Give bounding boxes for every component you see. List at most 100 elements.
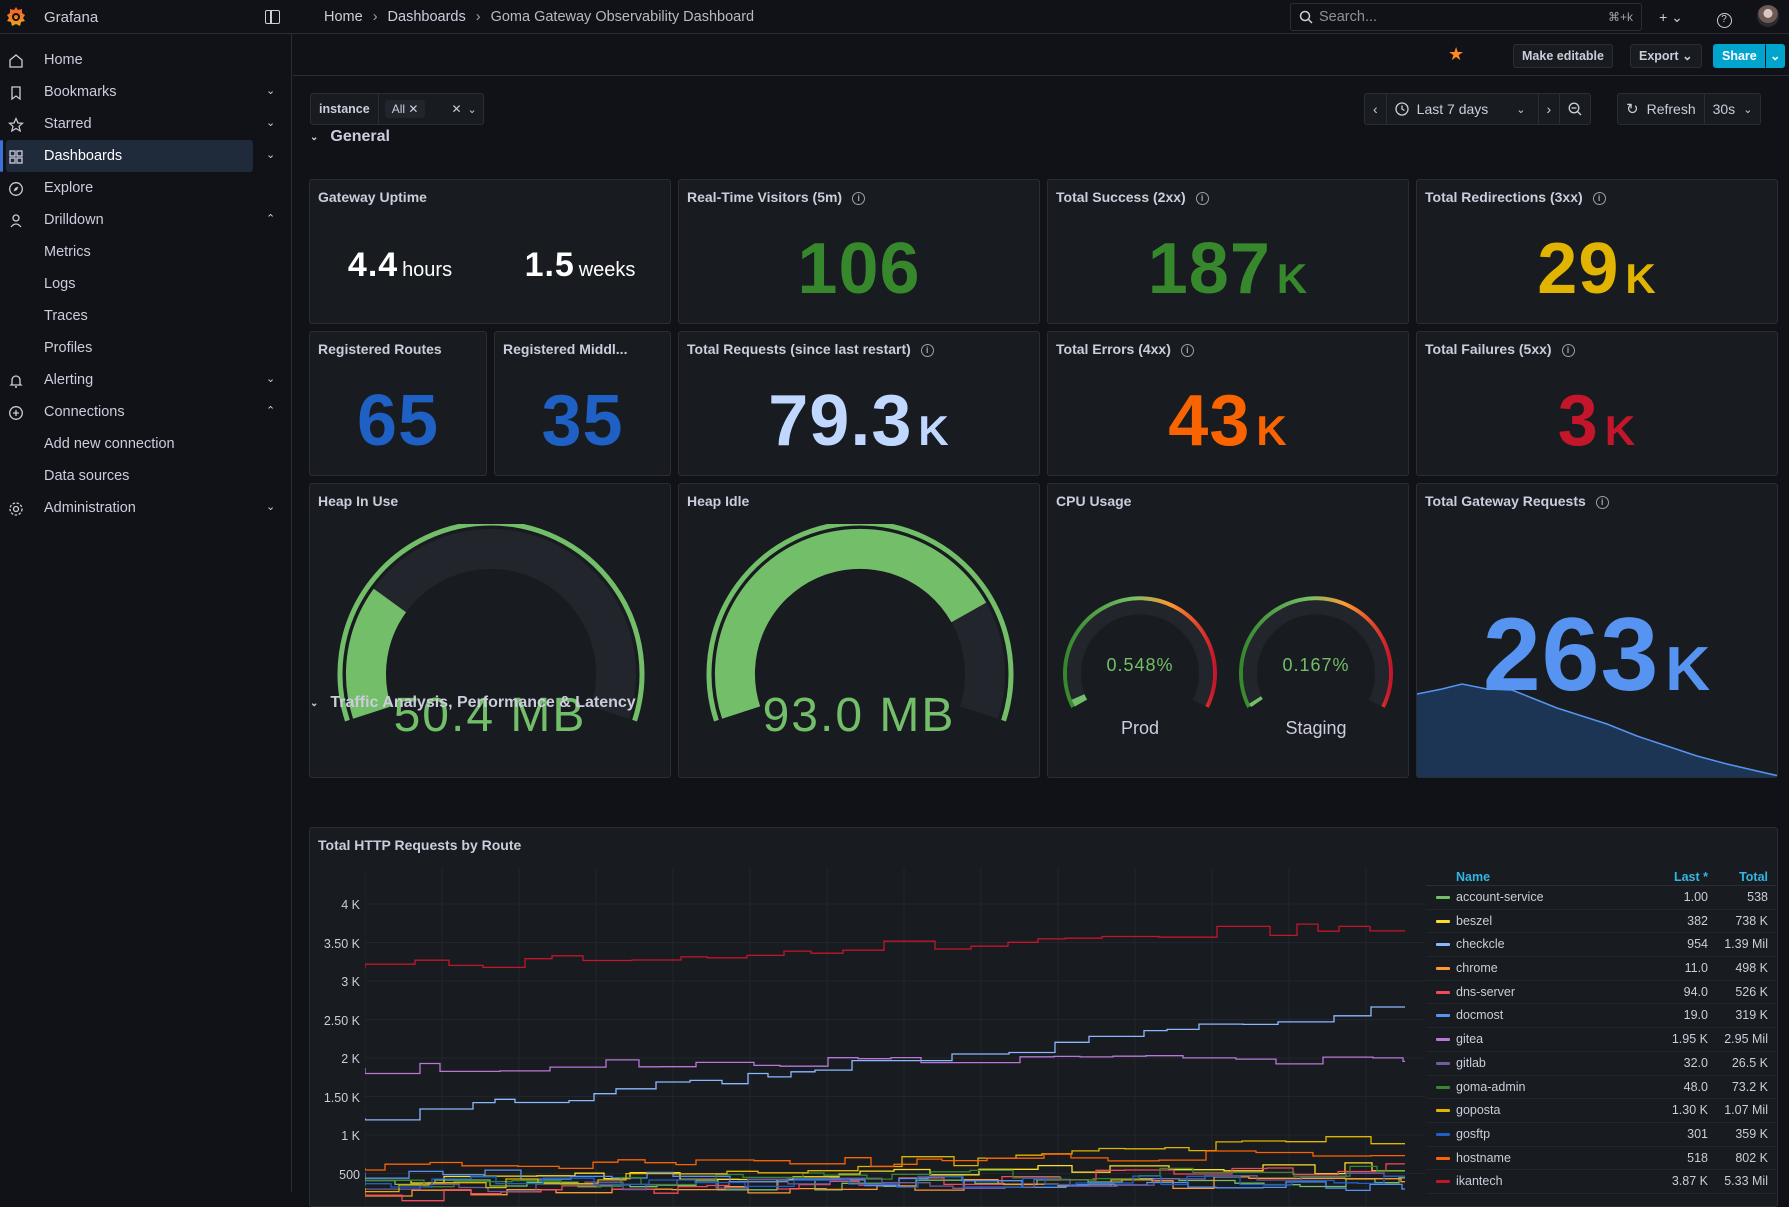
panel-cpu-usage[interactable]: CPU Usage 0.548% Prod 0.167% Staging [1047, 483, 1409, 778]
breadcrumb-home[interactable]: Home [324, 9, 363, 25]
legend-row[interactable]: gitea 1.95 K 2.95 Mil [1426, 1028, 1776, 1052]
variable-select[interactable]: All ✕ ✕ ⌄ [379, 94, 483, 124]
user-avatar[interactable] [1757, 5, 1779, 27]
sidebar-subitem-profiles[interactable]: Profiles [44, 340, 93, 356]
legend-header-name[interactable]: Name [1456, 870, 1491, 884]
legend-row[interactable]: ikantech 3.87 K 5.33 Mil [1426, 1170, 1776, 1194]
search-input[interactable]: Search... ⌘+k [1290, 3, 1642, 31]
favorite-star-icon[interactable]: ★ [1448, 44, 1465, 64]
chevron-down-icon[interactable]: ⌄ [266, 85, 276, 97]
sidebar-item-label: Explore [44, 180, 94, 196]
help-icon[interactable]: ? [1716, 7, 1732, 28]
breadcrumb-dashboards[interactable]: Dashboards [387, 9, 466, 25]
refresh-interval-select[interactable]: 30s ⌄ [1705, 94, 1761, 124]
variable-instance: instance All ✕ ✕ ⌄ [310, 93, 484, 125]
panel-title: Total Errors (4xx) i [1056, 341, 1194, 357]
panel-registered-middlewares[interactable]: Registered Middl... 35 [494, 331, 671, 476]
time-forward-icon[interactable]: › [1539, 94, 1561, 124]
share-button[interactable]: Share [1713, 44, 1766, 68]
panel-realtime-visitors[interactable]: Real-Time Visitors (5m) i 106 [678, 179, 1040, 324]
panel-total-errors[interactable]: Total Errors (4xx) i 43 K [1047, 331, 1409, 476]
grafana-logo-icon[interactable] [4, 5, 28, 29]
y-tick-label: 2 K [341, 1052, 360, 1066]
panel-registered-routes[interactable]: Registered Routes 65 [309, 331, 487, 476]
chevron-down-icon[interactable]: ⌄ [266, 501, 276, 513]
time-range-label: Last 7 days [1416, 101, 1489, 117]
sidebar-item-alerting[interactable]: Alerting ⌄ [0, 364, 292, 396]
legend-row[interactable]: beszel 382 738 K [1426, 910, 1776, 934]
panel-title-text: Total Gateway Requests [1425, 493, 1586, 509]
sidebar-subitem-traces[interactable]: Traces [44, 308, 88, 324]
time-range-select[interactable]: Last 7 days ⌄ [1387, 94, 1539, 124]
info-icon[interactable]: i [852, 192, 866, 205]
row-general[interactable]: ⌄ General [310, 128, 390, 146]
chip-remove-icon[interactable]: ✕ [408, 102, 419, 116]
export-button[interactable]: Export ⌄ [1630, 44, 1702, 68]
sidebar-subitem-data-sources[interactable]: Data sources [44, 468, 130, 484]
legend-row[interactable]: goma-admin 48.0 73.2 K [1426, 1076, 1776, 1100]
sidebar-item-drilldown[interactable]: Drilldown ⌃ [0, 204, 292, 236]
heap-idle-gauge [706, 524, 1014, 722]
row-traffic[interactable]: ⌄ Traffic Analysis, Performance & Latenc… [310, 694, 636, 712]
sidebar-subitem-logs[interactable]: Logs [44, 276, 76, 292]
sidebar-item-starred[interactable]: Starred ⌄ [0, 108, 292, 140]
panel-heap-idle[interactable]: Heap Idle 93.0 MB [678, 483, 1040, 778]
make-editable-button[interactable]: Make editable [1513, 44, 1613, 68]
chevron-down-icon[interactable]: ⌄ [266, 117, 276, 129]
info-icon[interactable]: i [1595, 496, 1609, 509]
time-back-icon[interactable]: ‹ [1365, 94, 1387, 124]
legend-row[interactable]: account-service 1.00 538 [1426, 886, 1776, 910]
panel-heap-in-use[interactable]: Heap In Use 50.4 MB [309, 483, 671, 778]
info-icon[interactable]: i [1195, 192, 1209, 205]
sidebar-item-connections[interactable]: Connections ⌃ [0, 396, 292, 428]
legend-row[interactable]: goposta 1.30 K 1.07 Mil [1426, 1099, 1776, 1123]
info-icon[interactable]: i [1180, 344, 1194, 357]
info-icon[interactable]: i [1561, 344, 1575, 357]
legend-row[interactable]: chrome 11.0 498 K [1426, 957, 1776, 981]
legend-row[interactable]: docmost 19.0 319 K [1426, 1004, 1776, 1029]
panel-total-gateway-requests[interactable]: Total Gateway Requests i 263K [1416, 483, 1778, 778]
legend-row[interactable]: hostname 518 802 K [1426, 1147, 1776, 1171]
zoom-out-icon[interactable] [1560, 94, 1590, 124]
sidebar-item-home[interactable]: Home [0, 44, 292, 76]
panel-total-requests[interactable]: Total Requests (since last restart) i 79.… [678, 331, 1040, 476]
chevron-up-icon[interactable]: ⌃ [266, 213, 276, 225]
sidebar-subitem-add-connection[interactable]: Add new connection [44, 436, 175, 452]
panel-http-requests-by-route[interactable]: Total HTTP Requests by Route 4 K 3.50 K 3 … [309, 827, 1778, 1207]
legend-row[interactable]: dns-server 94.0 526 K [1426, 981, 1776, 1005]
panel-total-redirections[interactable]: Total Redirections (3xx) i 29 K [1416, 179, 1778, 324]
search-icon [1299, 10, 1313, 24]
info-icon[interactable]: i [920, 344, 934, 357]
legend-row[interactable]: gosftp 301 359 K [1426, 1123, 1776, 1147]
chevron-down-icon[interactable]: ⌄ [266, 149, 276, 161]
clear-icon[interactable]: ✕ [451, 102, 462, 116]
sidebar-item-bookmarks[interactable]: Bookmarks ⌄ [0, 76, 292, 108]
legend-header-total[interactable]: Total [1739, 870, 1768, 884]
legend-row[interactable]: gitlab 32.0 26.5 K [1426, 1052, 1776, 1076]
variable-label: instance [311, 94, 379, 124]
sidebar-item-explore[interactable]: Explore [0, 172, 292, 204]
add-new-icon[interactable]: + ⌄ [1659, 9, 1683, 25]
sidebar-subitem-metrics[interactable]: Metrics [44, 244, 91, 260]
legend-header-last[interactable]: Last * [1673, 870, 1708, 884]
chevron-up-icon[interactable]: ⌃ [266, 405, 276, 417]
legend-series-total: 802 K [1735, 1150, 1768, 1165]
chevron-down-icon[interactable]: ⌄ [266, 373, 276, 385]
panel-title-text: Real-Time Visitors (5m) [687, 189, 843, 205]
variable-chip[interactable]: All ✕ [384, 100, 426, 118]
info-icon[interactable]: i [1592, 192, 1606, 205]
panel-total-success[interactable]: Total Success (2xx) i 187 K [1047, 179, 1409, 324]
refresh-button[interactable]: ↻ Refresh [1618, 94, 1705, 124]
sidebar-item-administration[interactable]: Administration ⌄ [0, 492, 292, 524]
dock-menu-icon[interactable] [265, 10, 280, 24]
sidebar-item-dashboards[interactable]: Dashboards ⌄ [0, 140, 275, 172]
chevron-down-icon[interactable]: ⌄ [467, 103, 477, 116]
cpu-prod-value: 0.548% [1106, 655, 1174, 675]
legend-series-total: 2.95 Mil [1724, 1032, 1768, 1047]
panel-gateway-uptime[interactable]: Gateway Uptime 4.4 hours 1.5 weeks [309, 179, 671, 324]
legend-row[interactable]: checkcle 954 1.39 Mil [1426, 933, 1776, 958]
share-dropdown-icon[interactable]: ⌄ [1765, 44, 1785, 68]
legend-series-name: dns-server [1456, 984, 1516, 999]
dashboards-icon [9, 150, 23, 164]
